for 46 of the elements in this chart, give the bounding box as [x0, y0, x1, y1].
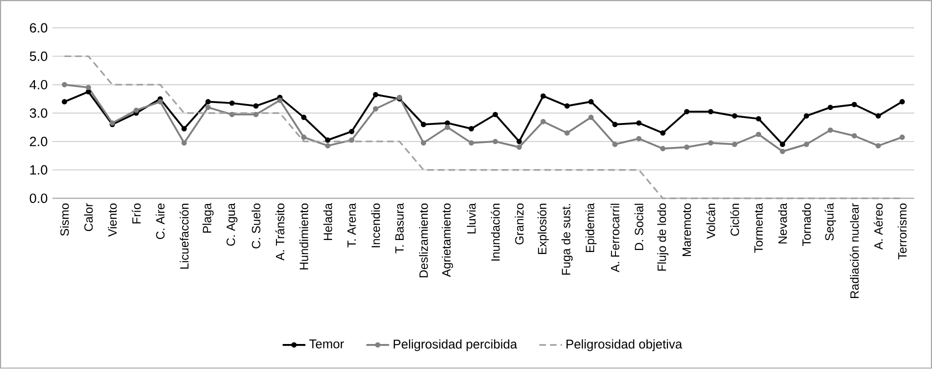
x-tick-label: Nevada	[778, 203, 787, 244]
x-tick-label: Helada	[323, 203, 332, 240]
x-tick-label: Incendio	[371, 204, 380, 248]
x-tick-label: A. Aéreo	[874, 204, 883, 250]
x-tick-label: A. Tránsito	[275, 204, 284, 261]
legend-label: Peligrosidad percibida	[394, 339, 518, 352]
x-tick-label: Inundación	[490, 204, 500, 261]
x-tick-label: Explosión	[537, 204, 549, 254]
x-tick-label: C. Suelo	[252, 204, 260, 249]
x-tick-label: Tormenta	[754, 203, 763, 253]
y-tick-label: 3.0	[30, 108, 48, 118]
y-tick-label: 5.0	[30, 52, 48, 62]
y-tick-label: 0.0	[30, 194, 48, 204]
x-tick-label: Tornado	[802, 204, 811, 246]
legend-label: Peligrosidad objetiva	[566, 339, 682, 352]
x-tick-label: Plaga	[202, 203, 214, 233]
x-tick-label: A. Ferrocarril	[610, 204, 620, 272]
x-tick-label: Viento	[108, 204, 117, 237]
x-tick-label: Sismo	[60, 204, 69, 236]
x-tick-label: Calor	[84, 203, 93, 232]
x-tick-label: Fuga de sust.	[561, 204, 573, 275]
x-tick-label: T. Basura	[395, 203, 404, 254]
x-tick-label: Flujo de lodo	[657, 204, 668, 271]
y-tick-label: 4.0	[30, 80, 48, 90]
x-tick-label: Agrietamiento	[442, 204, 453, 278]
x-tick-label: Lluvia	[466, 203, 476, 234]
x-tick-label: Sequía	[824, 203, 836, 241]
x-tick-label: C. Agua	[226, 203, 238, 246]
legend-label: Temor	[309, 340, 344, 349]
x-tick-label: T. Arena	[347, 203, 356, 248]
x-tick-label: D. Social	[634, 204, 644, 250]
x-tick-label: Frío	[132, 204, 141, 224]
y-tick-label: 2.0	[30, 136, 48, 146]
x-tick-label: C. Aire	[156, 204, 165, 240]
x-tick-label: Granizo	[514, 204, 524, 245]
x-tick-label: Hundimiento	[299, 204, 308, 270]
x-tick-label: Radiación nuclear	[850, 203, 859, 298]
x-tick-label: Volcán	[706, 204, 716, 240]
x-tick-label: Maremoto	[682, 204, 691, 256]
x-tick-label: Terrorismo	[898, 204, 907, 260]
x-tick-label: Deslizamiento	[419, 204, 428, 278]
y-tick-label: 6.0	[30, 23, 48, 33]
y-tick-label: 1.0	[30, 165, 48, 175]
x-tick-label: Epidemia	[585, 203, 597, 252]
x-tick-label: Ciclón	[730, 204, 740, 236]
x-tick-label: Licuefacción	[180, 204, 189, 269]
